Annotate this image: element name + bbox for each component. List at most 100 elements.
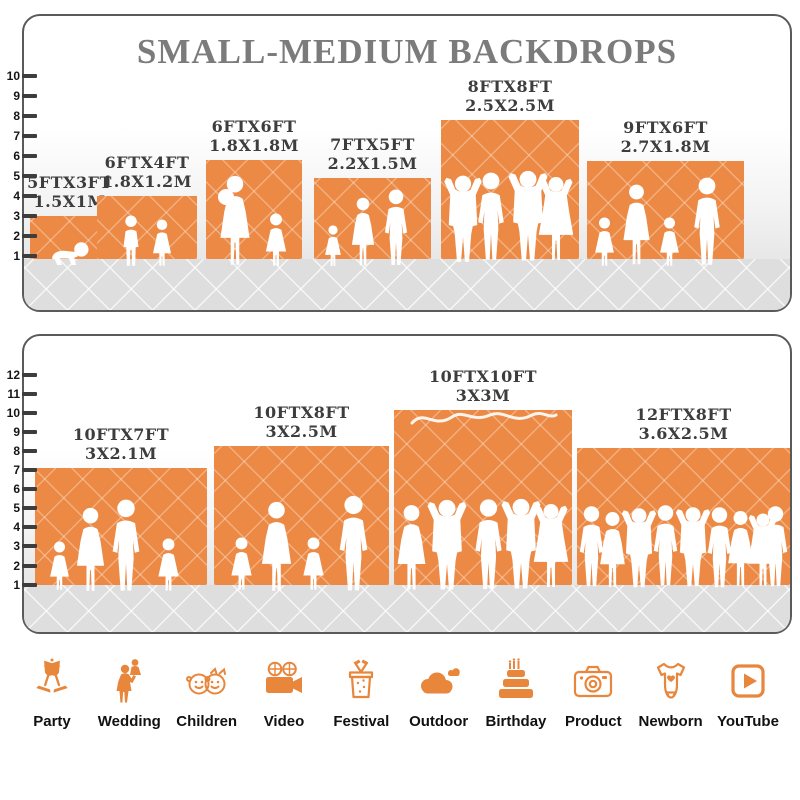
tick (22, 213, 37, 219)
floor-area (24, 585, 790, 632)
ruler-mark-6: 6 (0, 482, 37, 496)
size-label: 12FTX8FT 3.6X2.5M (635, 405, 732, 444)
tick (22, 153, 37, 159)
category-row: Party Wedding (16, 656, 784, 730)
ruler-mark-2: 2 (0, 559, 37, 573)
ruler-mark-5: 5 (0, 169, 37, 183)
category-newborn: Newborn (635, 656, 707, 730)
tick (22, 113, 37, 119)
backdrop-block-10x8ft: 10FTX8FT 3X2.5M (214, 403, 389, 591)
tick (22, 543, 37, 549)
youtube-icon (731, 664, 765, 698)
category-youtube: YouTube (712, 656, 784, 730)
backdrop-block-7x5ft: 7FTX5FT 2.2X1.5M (314, 135, 431, 266)
page-title: SMALL-MEDIUM BACKDROPS (136, 32, 678, 71)
ruler-mark-4: 4 (0, 520, 37, 534)
ruler-mark-8: 8 (0, 444, 37, 458)
backdrop-block-12x8ft: 12FTX8FT 3.6X2.5M (577, 405, 790, 588)
ruler-mark-8: 8 (0, 109, 37, 123)
people-silhouettes (50, 499, 179, 591)
tick (22, 253, 37, 259)
category-label: Birthday (485, 713, 547, 730)
floor-area (24, 259, 790, 310)
category-product: Product (557, 656, 629, 730)
backdrop-block-8x8ft: 8FTX8FT 2.5X2.5M (441, 77, 579, 262)
backdrop-block-10x7ft: 10FTX7FT 3X2.1M (35, 425, 207, 591)
size-label: 10FTX7FT 3X2.1M (72, 425, 170, 464)
tick (22, 391, 37, 397)
tick (22, 410, 37, 416)
category-party: Party (16, 656, 88, 730)
ruler-mark-5: 5 (0, 501, 37, 515)
ruler-mark-9: 9 (0, 89, 37, 103)
backdrop-block-5x3ft: 5FTX3FT 1.5X1M (27, 173, 111, 266)
tick (22, 93, 37, 99)
tick (22, 372, 37, 378)
tick (22, 524, 37, 530)
tick (22, 233, 37, 239)
people-silhouettes (325, 189, 408, 266)
script-watermark (410, 411, 558, 425)
category-label: Product (564, 713, 622, 730)
tick (22, 582, 37, 588)
size-label: 9FTX6FT 2.7X1.8M (620, 118, 711, 157)
category-label: Video (263, 713, 305, 730)
tick (22, 193, 37, 199)
category-label: Newborn (638, 713, 703, 730)
ruler-mark-10: 10 (0, 69, 37, 83)
ruler-mark-9: 9 (0, 425, 37, 439)
category-wedding: Wedding (93, 656, 165, 730)
category-birthday: Birthday (480, 656, 552, 730)
category-label: Outdoor (409, 713, 469, 730)
ruler-mark-4: 4 (0, 189, 37, 203)
size-label: 8FTX8FT 2.5X2.5M (465, 77, 555, 116)
category-label: Party (33, 713, 71, 730)
tick (22, 467, 37, 473)
ruler-mark-3: 3 (0, 209, 37, 223)
tick (22, 448, 37, 454)
tick (22, 563, 37, 569)
size-label: 6FTX6FT 1.8X1.8M (209, 117, 299, 156)
category-label: Festival (333, 713, 390, 730)
size-label: 5FTX3FT 1.5X1M (27, 173, 112, 212)
backdrop-block-6x4ft: 6FTX4FT 1.8X1.2M (97, 153, 197, 266)
size-label: 10FTX10FT 3X3M (429, 367, 537, 406)
outdoor-icon (420, 668, 460, 694)
newborn-icon (656, 662, 685, 699)
medium-large-backdrops-panel: 10FTX7FT 3X2.1M 10FTX8FT 3X2.5M 10FT (22, 334, 792, 634)
people-silhouettes (231, 495, 368, 591)
ruler-mark-1: 1 (0, 249, 37, 263)
festival-icon (349, 659, 374, 699)
backdrop-block-10x10ft: 10FTX10FT 3X3M (394, 367, 572, 590)
ruler-mark-11: 11 (0, 387, 37, 401)
tick (22, 429, 37, 435)
ruler-mark-7: 7 (0, 129, 37, 143)
children-icon (185, 667, 226, 695)
category-outdoor: Outdoor (403, 656, 475, 730)
ruler-mark-1: 1 (0, 578, 37, 592)
people-silhouettes (123, 215, 171, 266)
backdrop-block-6x6ft: 6FTX6FT 1.8X1.8M (206, 117, 302, 266)
backdrop-block-9x6ft: 9FTX6FT 2.7X1.8M (587, 118, 744, 266)
ruler-mark-2: 2 (0, 229, 37, 243)
category-children: Children (171, 656, 243, 730)
category-festival: Festival (325, 656, 397, 730)
size-label: 6FTX4FT 1.8X1.2M (102, 153, 192, 192)
category-label: Wedding (97, 713, 161, 730)
size-label: 7FTX5FT 2.2X1.5M (327, 135, 418, 174)
tick (22, 133, 37, 139)
size-label: 10FTX8FT 3X2.5M (253, 403, 350, 442)
people-silhouettes (444, 170, 574, 262)
small-medium-backdrops-panel: SMALL-MEDIUM BACKDROPS 5FTX3FT 1.5X1M 6FT… (22, 14, 792, 312)
product-icon (574, 665, 613, 698)
ruler-mark-6: 6 (0, 149, 37, 163)
tick (22, 73, 37, 79)
party-icon (36, 658, 68, 693)
people-silhouettes (397, 411, 569, 590)
category-label: YouTube (716, 713, 779, 730)
tick (22, 486, 37, 492)
category-video: Video (248, 656, 320, 730)
wedding-icon (116, 659, 142, 703)
tick (22, 173, 37, 179)
